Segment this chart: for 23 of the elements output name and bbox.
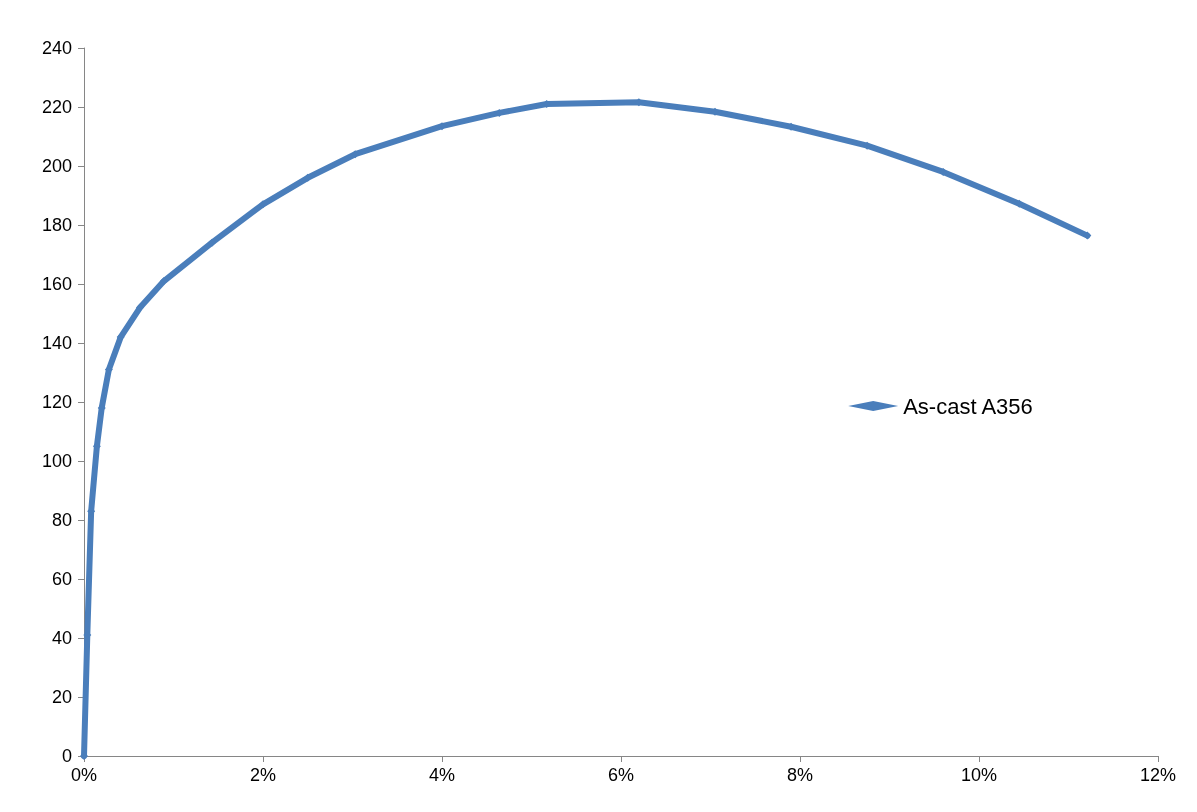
y-tick-label: 180 [41, 215, 72, 235]
x-tick-label: 2% [249, 765, 277, 785]
x-tick-label: 4% [428, 765, 456, 785]
y-tick-label: 20 [51, 687, 72, 707]
point [159, 277, 168, 286]
y-tick-label: 220 [41, 97, 72, 117]
y-tick-label: 40 [51, 628, 72, 648]
y-tick-label: 200 [41, 156, 72, 176]
y-tick-label: 100 [41, 451, 72, 471]
y-tick-label: 60 [51, 569, 72, 589]
y-tick-label: 0 [61, 746, 72, 766]
x-tick-label: 12% [1139, 765, 1177, 785]
y-tick-label: 80 [51, 510, 72, 530]
x-tick-label: 0% [70, 765, 98, 785]
x-tick-label: 8% [786, 765, 814, 785]
point [136, 303, 145, 312]
y-tick-label: 140 [41, 333, 72, 353]
legend-label: As-cast A356 [903, 393, 1033, 419]
y-tick-label: 120 [41, 392, 72, 412]
x-tick-label: 6% [607, 765, 635, 785]
x-tick-label: 10% [960, 765, 998, 785]
y-tick-label: 240 [41, 38, 72, 58]
y-tick-label: 160 [41, 274, 72, 294]
